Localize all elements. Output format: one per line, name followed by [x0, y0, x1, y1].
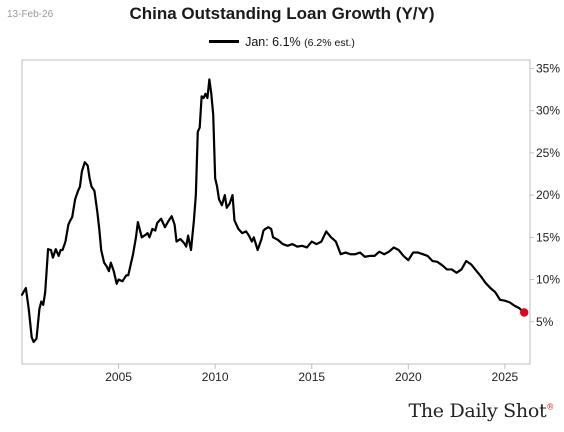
y-tick-label: 15%	[536, 230, 560, 244]
x-tick-label: 2015	[298, 370, 325, 384]
brand-logo: The Daily Shot®	[408, 400, 554, 422]
x-tick-label: 2010	[202, 370, 229, 384]
series-line	[20, 78, 526, 344]
y-tick-label: 10%	[536, 273, 560, 287]
x-tick-label: 2005	[105, 370, 132, 384]
chart-axes	[21, 59, 534, 369]
legend-label: Jan: 6.1%	[245, 35, 301, 49]
x-tick-label: 2025	[492, 370, 519, 384]
y-tick-label: 5%	[536, 315, 554, 329]
brand-registered-mark: ®	[546, 402, 554, 412]
latest-value-marker	[520, 308, 529, 317]
y-tick-label: 30%	[536, 104, 560, 118]
chart-title: China Outstanding Loan Growth (Y/Y)	[129, 4, 435, 23]
y-tick-label: 35%	[536, 61, 560, 75]
brand-name: The Daily Shot	[408, 400, 547, 422]
tick-labels: 2005 2010 2015 2020 2025 5% 10% 15% 20% 25% 30% 35%	[105, 61, 560, 384]
x-tick-label: 2020	[395, 370, 422, 384]
legend-swatch	[209, 40, 240, 43]
report-date: 13-Feb-26	[7, 9, 54, 20]
plot-area	[20, 78, 529, 344]
legend: Jan: 6.1% (6.2% est.)	[0, 35, 564, 49]
plot-frame	[21, 59, 531, 365]
y-tick-label: 25%	[536, 146, 560, 160]
y-tick-label: 20%	[536, 188, 560, 202]
legend-estimate: (6.2% est.)	[304, 37, 355, 49]
